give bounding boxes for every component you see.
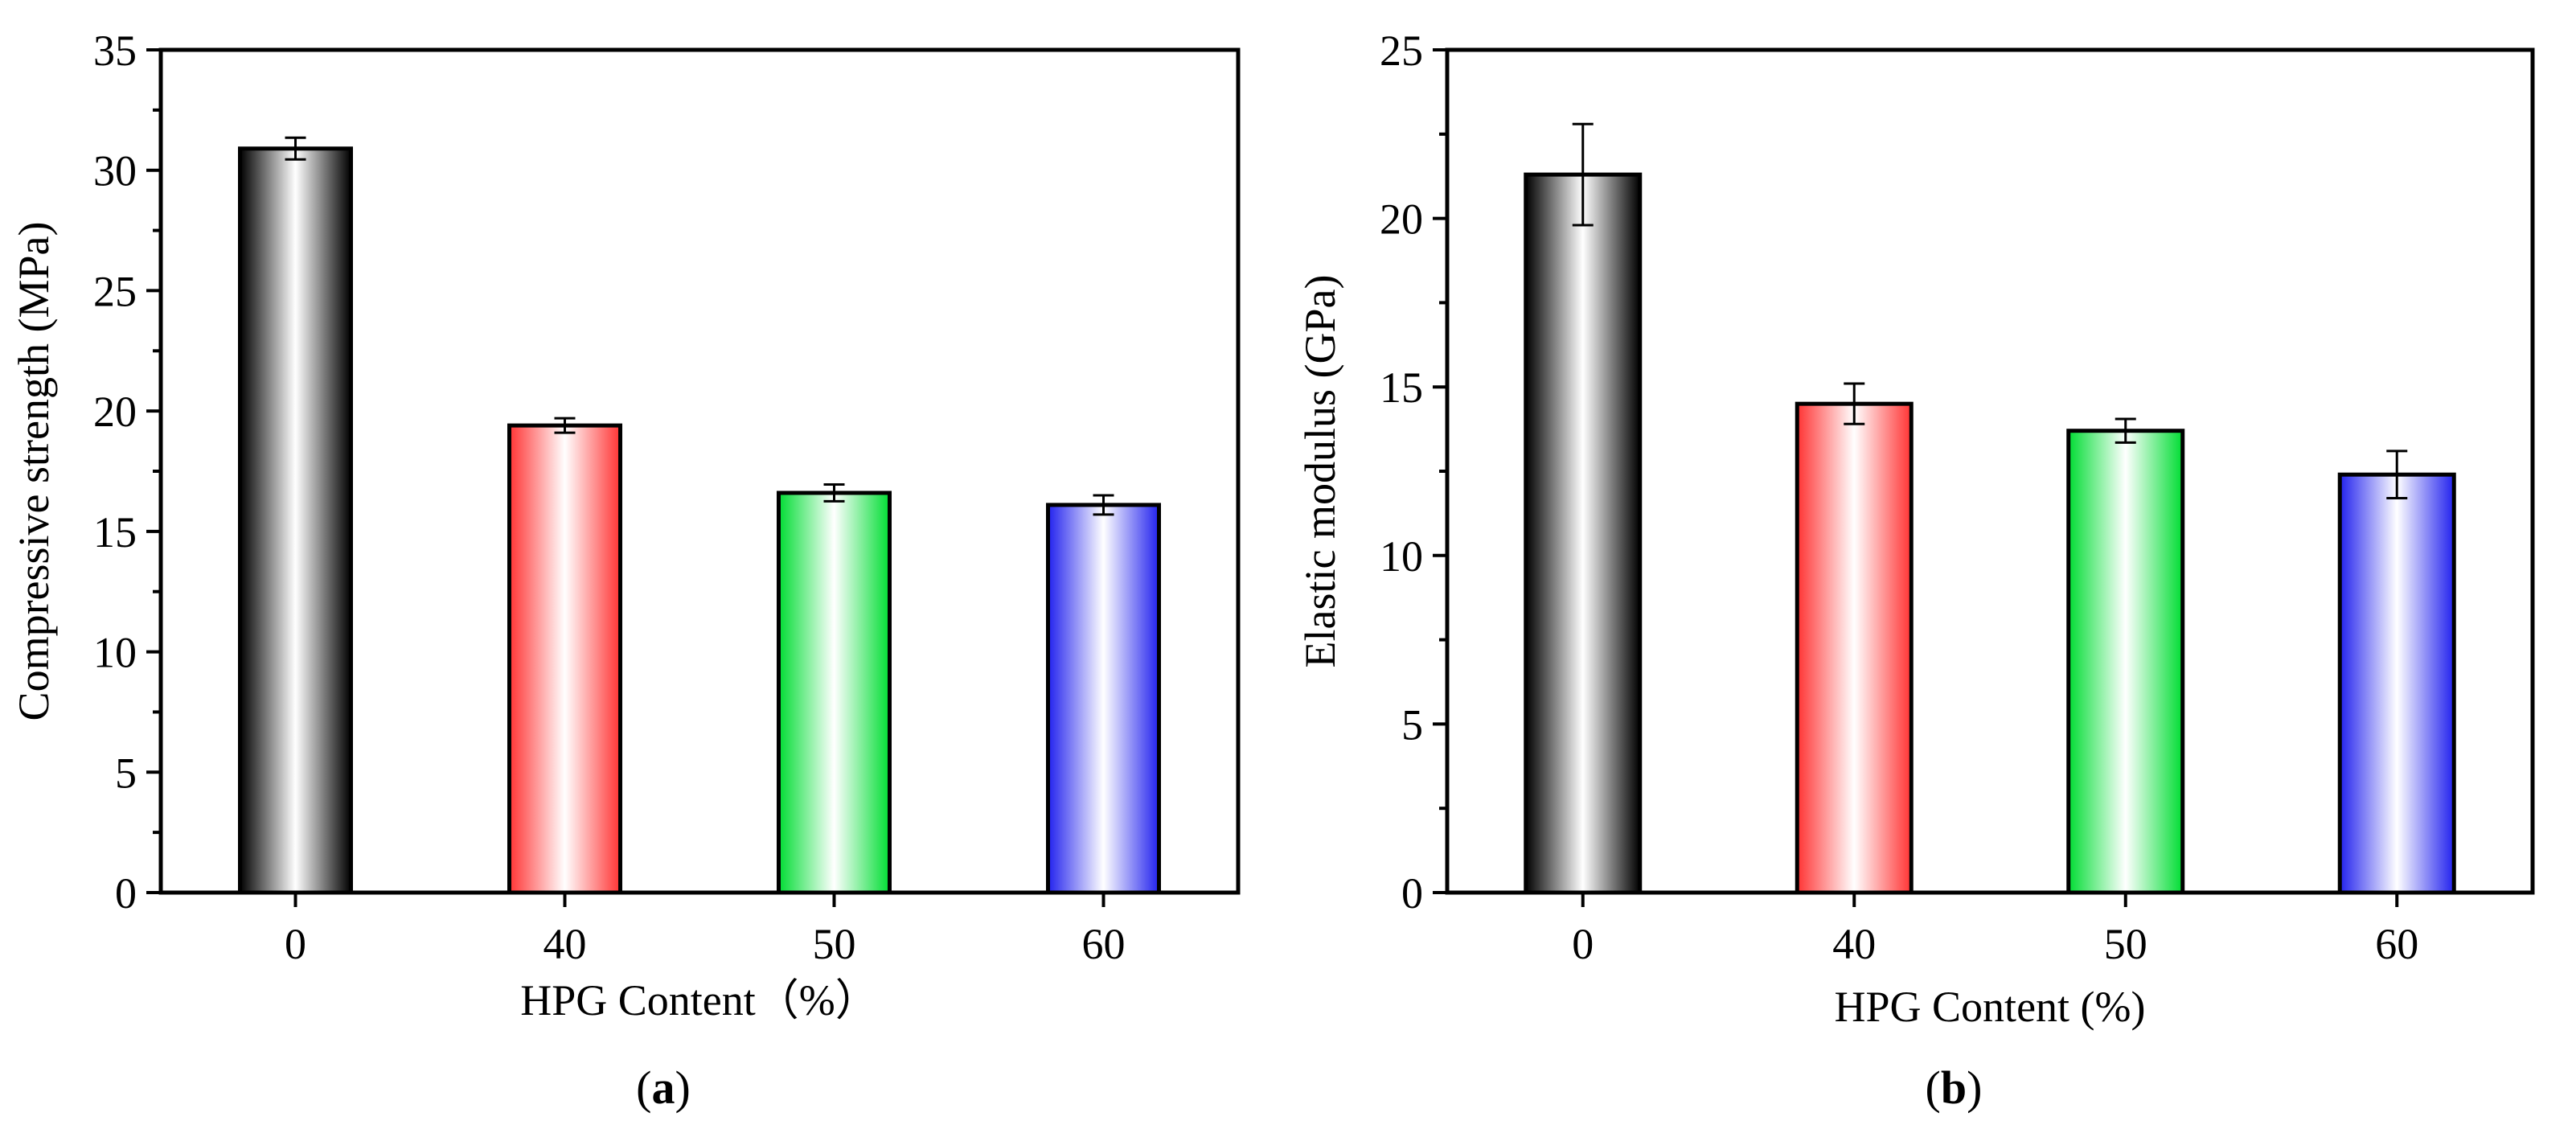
panel-a-bars [238, 146, 1161, 895]
error-bar-60 [2386, 450, 2408, 500]
x-tick-label: 50 [2104, 920, 2147, 968]
y-tick-label: 10 [1380, 532, 1423, 581]
y-tick-label: 0 [1401, 869, 1423, 918]
panel-b-error-bars [1572, 122, 2408, 500]
y-tick-label: 25 [1380, 27, 1423, 75]
panel-b-elastic-modulus: 0 5 10 15 20 25 0 40 50 60 Elastic modulus (GPa)… [1296, 27, 2535, 1114]
panel-b-bars [1524, 172, 2456, 895]
x-tick-label: 0 [1572, 920, 1594, 968]
x-tick-label: 60 [2375, 920, 2418, 968]
x-tick-label: 0 [285, 920, 306, 968]
y-tick-label: 35 [93, 27, 137, 75]
error-bar-0 [1572, 122, 1594, 227]
panel-a-x-tick-labels: 0 40 50 60 [285, 920, 1126, 968]
y-tick-label: 5 [115, 749, 137, 797]
panel-b-y-tick-labels: 0 5 10 15 20 25 [1380, 27, 1423, 918]
bar-0 [238, 146, 353, 895]
error-bar-50 [823, 482, 845, 503]
error-bar-60 [1093, 494, 1114, 516]
x-tick-label: 40 [544, 920, 587, 968]
bar-50 [777, 491, 892, 895]
y-tick-label: 15 [1380, 363, 1423, 412]
panel-b-label-letter: b [1941, 1061, 1967, 1114]
y-tick-label: 10 [93, 629, 137, 677]
panel-b-plot-frame [1445, 47, 2535, 895]
bar-40 [507, 423, 622, 895]
y-tick-label: 25 [93, 267, 137, 315]
panel-a-error-bars [285, 136, 1114, 516]
bar-0 [1524, 172, 1643, 895]
panel-b-y-axis-label: Elastic modulus (GPa) [1296, 275, 1344, 668]
panel-b-label: (b) [1926, 1061, 1983, 1114]
panel-b-x-axis-label: HPG Content (%) [1835, 983, 2146, 1031]
bar-40 [1795, 401, 1914, 895]
bar-60 [2337, 472, 2456, 895]
y-tick-label: 15 [93, 508, 137, 556]
bar-60 [1046, 503, 1161, 895]
y-tick-label: 30 [93, 147, 137, 195]
x-tick-label: 40 [1832, 920, 1876, 968]
x-tick-label: 60 [1082, 920, 1126, 968]
panel-a-compressive-strength: 0 5 10 15 20 25 30 35 0 40 50 60 Compressive stren… [10, 27, 1241, 1114]
y-tick-label: 0 [115, 869, 137, 918]
panel-a-label: (a) [636, 1061, 691, 1114]
error-bar-40 [1844, 382, 1865, 425]
panel-b-ticks [1433, 48, 2399, 907]
y-tick-label: 20 [93, 388, 137, 436]
error-bar-40 [554, 417, 576, 434]
error-bar-50 [2115, 417, 2136, 444]
panel-a-label-letter: a [652, 1061, 675, 1114]
y-tick-label: 5 [1401, 700, 1423, 749]
x-tick-label: 50 [813, 920, 856, 968]
panel-a-plot-frame [158, 47, 1241, 895]
bar-50 [2066, 429, 2185, 895]
panel-b-x-tick-labels: 0 40 50 60 [1572, 920, 2418, 968]
panel-a-y-axis-label: Compressive strength (MPa) [10, 222, 58, 721]
y-tick-label: 20 [1380, 195, 1423, 244]
error-bar-0 [285, 136, 306, 161]
panel-a-y-tick-labels: 0 5 10 15 20 25 30 35 [93, 27, 137, 918]
panel-a-x-axis-label: HPG Content（%） [520, 976, 879, 1024]
